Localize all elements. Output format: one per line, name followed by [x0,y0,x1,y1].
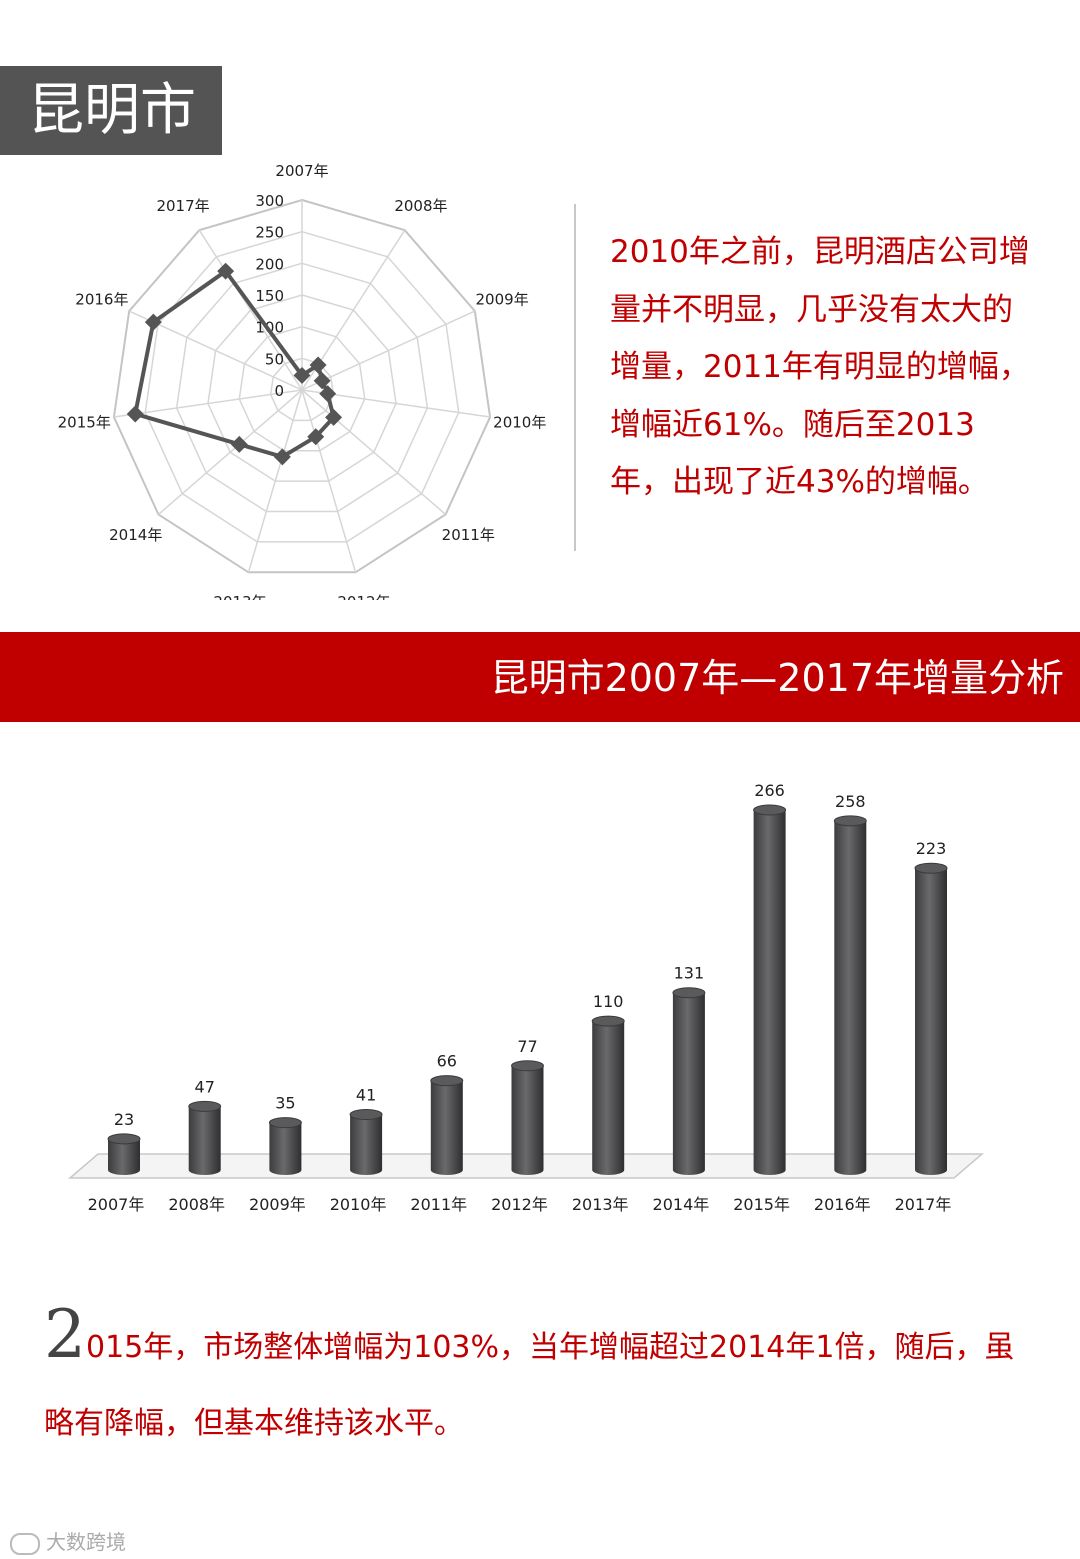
radar-grid-ring [238,325,366,452]
banner-title: 昆明市2007年—2017年增量分析 [490,656,1064,700]
radar-point [325,408,343,426]
radar-point [313,372,331,390]
radar-category-label: 2015年 [58,413,111,431]
section-banner: 昆明市2007年—2017年增量分析 [0,632,1080,722]
bar-data-label: 77 [517,1037,537,1056]
bar [915,868,947,1175]
bar-data-label: 223 [916,839,947,858]
radar-spoke [198,229,303,391]
bar [511,1065,544,1175]
radar-spoke [301,389,447,515]
radar-series-line [133,269,336,459]
bar-category-label: 2008年 [168,1195,225,1214]
bar-chart: 23 2007年 47 2008年 35 2009年 41 2010年 66 2011年 77 201… [67,781,985,1214]
radar-spoke [113,389,303,418]
bar-top [833,815,867,827]
radar-category-label: 2012年 [337,593,390,600]
bar [269,1122,302,1175]
radar-category-label: 2007年 [275,162,328,180]
bar-category-label: 2010年 [330,1195,387,1214]
bar-top [591,1015,625,1027]
bar [430,1080,463,1175]
radar-point [319,385,337,403]
bar [592,1021,625,1175]
radar-tick-label: 50 [265,350,284,368]
divider [574,204,576,551]
bar-top [188,1100,222,1112]
bar-top [511,1060,544,1072]
radar-chart: 0501001502002503002007年2008年2009年2010年20… [58,162,547,600]
bar-category-label: 2009年 [249,1195,306,1214]
bar-category-label: 2013年 [572,1195,629,1214]
radar-point [126,405,144,423]
bar [834,820,867,1175]
radar-spoke [301,310,476,391]
bar-top [107,1133,141,1145]
bar-top [268,1117,302,1129]
bar-top [753,804,787,816]
radar-spoke [157,389,303,515]
bar-data-label: 66 [437,1052,457,1071]
summary-body: 015年，市场整体增幅为103%，当年增幅超过2014年1倍，随后，虽略有降幅，… [44,1330,1015,1441]
radar-tick-label: 0 [274,382,284,400]
radar-point [230,435,248,453]
radar-grid-ring [112,198,492,574]
radar-tick-label: 300 [255,192,284,210]
bar-category-label: 2011年 [410,1195,467,1214]
bar [350,1114,383,1175]
bar [188,1106,221,1175]
radar-tick-label: 150 [255,287,284,305]
radar-category-label: 2011年 [442,526,495,544]
bar-data-label: 41 [356,1086,376,1105]
bar-data-label: 266 [754,781,785,800]
bar-top [672,987,706,999]
bar-category-label: 2015年 [733,1195,790,1214]
bar-category-label: 2012年 [491,1195,548,1214]
radar-spoke [247,389,303,573]
logo-icon [10,1532,40,1555]
bar [108,1138,140,1175]
watermark: 大数跨境 [10,1526,126,1555]
radar-category-label: 2014年 [109,526,162,544]
page-title: 昆明市 [0,66,222,155]
radar-category-label: 2008年 [394,197,447,215]
bar [753,810,786,1175]
radar-point [307,428,325,446]
radar-point [273,448,291,466]
dropcap: 2 [44,1296,86,1373]
bar-data-label: 258 [835,792,866,811]
description-text: 2010年之前，昆明酒店公司增量并不明显，几乎没有太大的增量，2011年有明显的… [610,234,1030,500]
bar-category-label: 2014年 [653,1195,710,1214]
radar-grid-ring [207,294,397,482]
radar-category-label: 2009年 [476,291,529,309]
radar-grid-ring [175,262,429,513]
bar-data-label: 131 [674,964,705,983]
bar-category-label: 2017年 [895,1195,952,1214]
radar-spoke [301,389,357,573]
radar-point [293,366,311,384]
radar-point [309,356,327,374]
watermark-text: 大数跨境 [46,1530,126,1554]
bar-top [914,862,948,874]
bar [672,992,705,1175]
radar-category-label: 2017年 [156,197,209,215]
bar-category-label: 2016年 [814,1195,871,1214]
radar-category-label: 2013年 [213,593,266,600]
bar-top [430,1075,464,1087]
bar-data-label: 35 [275,1094,295,1113]
radar-tick-label: 250 [255,224,284,242]
summary-text: 2015年，市场整体增幅为103%，当年增幅超过2014年1倍，随后，虽略有降幅… [44,1302,1034,1462]
bar-data-label: 110 [593,992,624,1011]
bar-category-label: 2007年 [88,1195,145,1214]
radar-category-label: 2010年 [493,413,546,431]
bar-data-label: 47 [195,1077,215,1096]
radar-tick-label: 200 [255,255,284,273]
radar-grid-ring [269,357,335,422]
radar-category-label: 2016年 [75,291,128,309]
bar-top [349,1109,383,1121]
bar-data-label: 23 [114,1110,134,1129]
